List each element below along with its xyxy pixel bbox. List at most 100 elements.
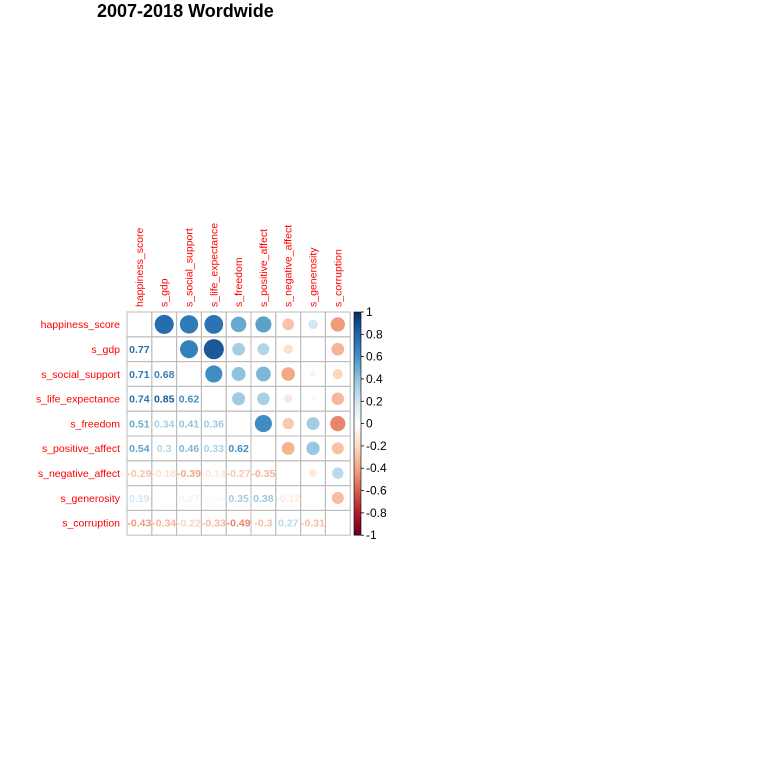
correlation-value: 0.41 (179, 418, 200, 430)
row-label: s_freedom (70, 418, 120, 430)
correlation-value: 0.3 (157, 443, 172, 455)
correlation-circle (331, 442, 344, 455)
correlation-value: 0.51 (129, 418, 150, 430)
correlation-value: -0.39 (177, 468, 201, 480)
correlation-circle (230, 316, 247, 333)
correlation-value: -0.33 (202, 518, 226, 530)
correlation-circle (308, 319, 318, 330)
correlation-circle (331, 491, 344, 505)
row-labels: happiness_score s_gdp s_social_support s_li… (36, 319, 121, 529)
row-label: s_gdp (91, 344, 120, 356)
correlation-value: 0.54 (129, 443, 150, 455)
correlation-value: 0.77 (129, 344, 150, 356)
row-label: s_positive_affect (42, 443, 120, 455)
correlation-circle (254, 415, 272, 433)
colorbar-tick-label: -0.6 (366, 484, 387, 498)
correlation-value: 0.46 (179, 443, 200, 455)
correlation-circle (205, 365, 223, 383)
column-labels: happiness_score s_gdp s_social_support s_li… (134, 223, 344, 307)
correlation-value: -0.14 (202, 468, 226, 480)
correlation-value: -0.31 (301, 518, 325, 530)
colorbar-tick-label: 0.4 (366, 372, 383, 386)
correlation-value: -0.22 (177, 518, 201, 530)
correlation-circle (281, 441, 295, 455)
column-label: s_negative_affect (283, 225, 295, 307)
correlation-value: 0.36 (204, 418, 225, 430)
correlation-circle (332, 368, 343, 380)
chart-title: 2007-2018 Wordwide (97, 1, 274, 21)
column-label: s_life_expectance (208, 223, 220, 307)
row-label: happiness_score (41, 319, 121, 331)
correlation-circle (332, 467, 344, 479)
correlation-value: 0.85 (154, 394, 175, 406)
correlation-value: -0.29 (127, 468, 151, 480)
grid-cell (300, 336, 326, 363)
grid-cell (200, 385, 227, 412)
correlation-value: -0.12 (276, 493, 300, 505)
correlation-value: 0.71 (129, 369, 150, 381)
grid-cell (300, 485, 326, 511)
column-label: s_generosity (308, 247, 320, 307)
column-label: s_gdp (159, 278, 171, 307)
correlation-circle (331, 342, 345, 356)
correlation-circle (231, 367, 246, 381)
correlation-circle (310, 371, 316, 377)
grid-cell (151, 336, 178, 363)
colorbar-tick-label: 1 (366, 305, 373, 319)
row-label: s_corruption (62, 518, 120, 530)
correlation-value: -0.34 (152, 518, 176, 530)
correlation-circle (179, 315, 199, 334)
correlation-circle (330, 415, 346, 432)
correlation-value: 0.07 (179, 493, 200, 505)
row-label: s_life_expectance (36, 394, 120, 406)
correlation-circle (310, 396, 316, 401)
colorbar-tick-label: -0.8 (366, 506, 387, 520)
correlation-value: -0.43 (127, 518, 151, 530)
row-label: s_social_support (41, 369, 120, 381)
colorbar (353, 311, 362, 536)
column-label: s_social_support (184, 228, 196, 307)
correlation-circle (306, 441, 320, 456)
correlation-circle (282, 417, 294, 430)
correlation-circle (283, 344, 293, 354)
correlation-value: -0.49 (227, 518, 251, 530)
colorbar-tick-label: 0.6 (366, 350, 383, 364)
correlation-value: 0.68 (154, 369, 175, 381)
correlation-value: 0.62 (179, 394, 200, 406)
column-label: happiness_score (134, 227, 146, 307)
colorbar-tick-label: -0.2 (366, 439, 387, 453)
correlation-value: -0.3 (254, 518, 272, 530)
correlation-circle (255, 316, 272, 333)
correlation-value: 0.04 (204, 493, 225, 505)
correlation-circle (284, 394, 293, 403)
column-label: s_corruption (332, 249, 344, 307)
correlation-cells: 0.77 0.71 0.68 0.74 0.85 0.62 0.51 0.34 0.41 0.36… (126, 311, 351, 536)
correlation-circle (330, 317, 345, 332)
colorbar-tick-label: 0.2 (366, 394, 383, 408)
color-legend: 1 0.8 0.6 0.4 0.2 0 -0.2 -0.4 -0.6 -0.8 -1 (353, 305, 387, 542)
correlation-value: 0 (161, 493, 167, 505)
correlation-circle (154, 314, 174, 334)
correlation-circle (256, 366, 271, 382)
colorbar-tick-label: -0.4 (366, 461, 387, 475)
row-label: s_generosity (60, 493, 120, 505)
correlation-value: 0.38 (253, 493, 274, 505)
column-label: s_freedom (233, 257, 245, 307)
colorbar-tick-label: 0.8 (366, 327, 383, 341)
correlation-value: 0.19 (129, 493, 150, 505)
grid-cell (126, 311, 153, 338)
correlation-value: -0.27 (227, 468, 251, 480)
correlation-value: 0.27 (278, 518, 299, 530)
correlation-circle (331, 392, 345, 406)
correlation-circle (282, 318, 295, 331)
column-label: s_positive_affect (258, 229, 270, 307)
correlation-circle (257, 343, 270, 356)
correlation-circle (203, 339, 224, 360)
grid-cell (176, 361, 202, 387)
grid-cell (275, 460, 302, 487)
row-label: s_negative_affect (38, 468, 120, 480)
grid-cell (250, 435, 277, 462)
correlation-value: 0.74 (129, 394, 150, 406)
grid-cell (225, 410, 252, 437)
